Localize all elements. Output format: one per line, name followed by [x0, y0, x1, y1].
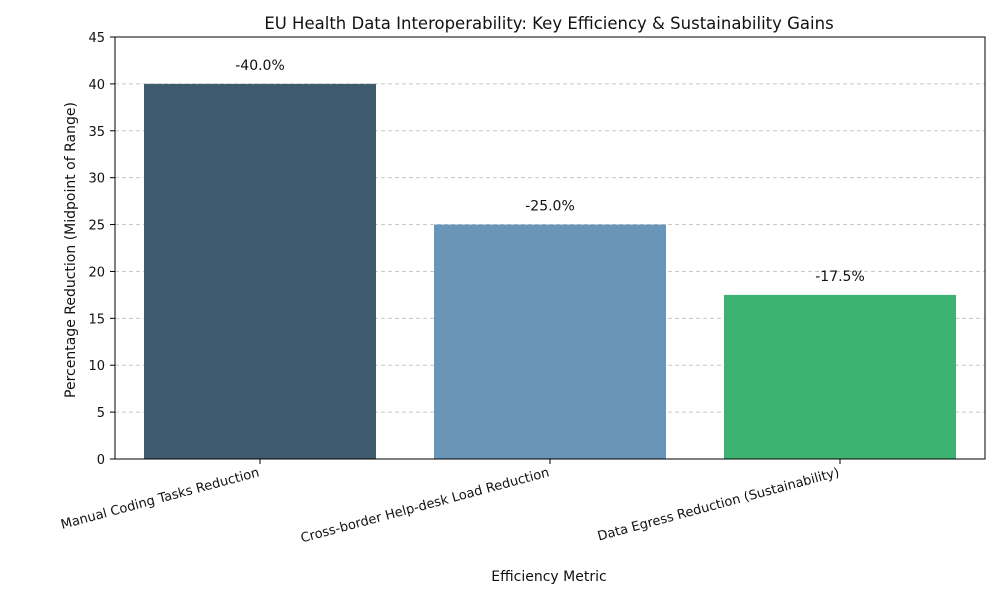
x-tick-label: Manual Coding Tasks Reduction — [59, 465, 261, 533]
bar-chart: EU Health Data Interoperability: Key Eff… — [0, 0, 1000, 600]
y-tick-label: 5 — [97, 406, 105, 421]
chart-container: EU Health Data Interoperability: Key Eff… — [0, 0, 1000, 600]
y-tick-label: 25 — [88, 219, 105, 234]
y-tick-label: 10 — [88, 359, 105, 374]
bar-value-label: -40.0% — [235, 58, 285, 74]
bar — [144, 84, 376, 459]
y-axis-title: Percentage Reduction (Midpoint of Range) — [63, 102, 79, 398]
bar — [724, 295, 956, 459]
chart-title: EU Health Data Interoperability: Key Eff… — [264, 14, 833, 33]
x-tick-label: Data Egress Reduction (Sustainability) — [596, 465, 841, 544]
y-tick-label: 30 — [88, 172, 105, 187]
y-tick-label: 15 — [88, 312, 105, 327]
y-tick-label: 40 — [88, 78, 105, 93]
x-axis: Manual Coding Tasks Reduction Cross-borde… — [59, 459, 841, 546]
x-axis-title: Efficiency Metric — [491, 569, 606, 585]
y-axis: 0 5 10 15 20 25 30 35 40 45 — [88, 31, 115, 468]
bar-value-label: -25.0% — [525, 199, 575, 215]
y-tick-label: 20 — [88, 265, 105, 280]
x-tick-label: Cross-border Help-desk Load Reduction — [299, 465, 551, 546]
bar-value-label: -17.5% — [815, 269, 865, 285]
y-tick-label: 45 — [88, 31, 105, 46]
y-tick-label: 0 — [97, 453, 105, 468]
y-tick-label: 35 — [88, 125, 105, 140]
bar — [434, 225, 666, 459]
